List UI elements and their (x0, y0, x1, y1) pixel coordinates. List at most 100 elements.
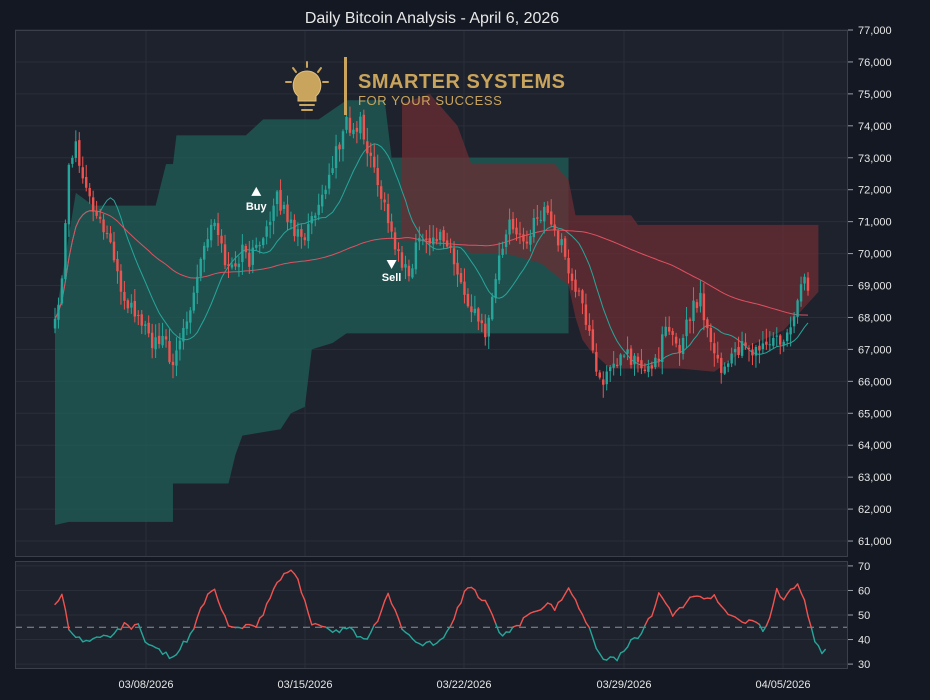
candle-body (140, 314, 143, 326)
candle-body (494, 279, 497, 299)
oscillator-segment (123, 622, 129, 626)
oscillator-segment (661, 597, 667, 604)
candle-body (189, 310, 192, 323)
oscillator-segment (796, 583, 802, 594)
candle-body (116, 258, 119, 272)
oscillator-segment (665, 602, 670, 609)
candle-body (650, 365, 654, 369)
candle-body (661, 334, 664, 363)
candle-body (765, 341, 768, 345)
oscillator-axis: 30 40 50 60 70 (848, 561, 870, 671)
oscillator-segment (724, 609, 729, 616)
candle-body (175, 350, 178, 366)
oscillator-segment (158, 648, 164, 655)
candle-body (98, 216, 102, 219)
oscillator-segment (807, 615, 813, 629)
oscillator-segment (821, 648, 826, 655)
candle-body (733, 348, 737, 353)
candle-body (251, 247, 254, 265)
candle-body (348, 117, 352, 133)
date-tick-label: 04/05/2026 (755, 679, 810, 691)
candle-body (414, 242, 418, 270)
oscillator-segment (668, 607, 674, 617)
oscillator-segment (352, 629, 358, 638)
oscillator-segment (564, 587, 570, 595)
candle-body (678, 344, 681, 354)
candle-body (709, 327, 713, 343)
candle-body (123, 291, 126, 301)
candle-body (737, 347, 740, 356)
candle-body (730, 353, 733, 364)
oscillator-segment (338, 627, 344, 634)
candle-body (713, 343, 716, 354)
candle-body (484, 323, 487, 338)
oscillator-segment (540, 606, 545, 611)
date-tick-label: 03/08/2026 (118, 679, 173, 691)
candle-body (438, 231, 442, 241)
candle-body (785, 332, 789, 342)
candle-body (522, 234, 525, 242)
oscillator-segment (588, 627, 594, 639)
oscillator-segment (651, 604, 656, 617)
candle-body (501, 248, 504, 255)
oscillator-segment (130, 624, 136, 630)
oscillator-segment (463, 587, 469, 592)
candle-body (442, 230, 445, 242)
oscillator-segment (328, 628, 334, 633)
price-tick-label: 70,000 (858, 249, 892, 261)
candle-body (421, 239, 425, 241)
oscillator-segment (300, 591, 306, 601)
candle-body (702, 293, 706, 321)
oscillator-segment (744, 619, 750, 624)
candle-body (636, 356, 640, 362)
candle-body (373, 156, 376, 168)
oscillator-segment (390, 603, 396, 611)
oscillator-segment (654, 592, 660, 607)
candle-body (497, 255, 501, 281)
candle-body (268, 221, 272, 225)
candle-body (404, 264, 407, 268)
candle-body (216, 223, 220, 236)
oscillator-segment (64, 608, 70, 631)
candle-body (681, 337, 685, 355)
oscillator-segment (293, 573, 299, 580)
candle-body (230, 264, 234, 268)
candle-body (758, 345, 761, 351)
candle-body (622, 355, 626, 357)
candle-body (432, 237, 435, 245)
oscillator-segment (349, 626, 355, 631)
candle-body (567, 257, 570, 274)
date-tick-label: 03/22/2026 (436, 679, 491, 691)
candle-body (619, 354, 622, 366)
candle-body (275, 191, 279, 204)
oscillator-segment (189, 628, 195, 635)
candle-body (779, 335, 782, 345)
candle-body (258, 245, 261, 247)
candle-body (706, 319, 709, 329)
oscillator-tick-label: 70 (858, 561, 870, 573)
candle-body (213, 222, 216, 227)
oscillator-segment (335, 629, 341, 634)
candle-body (67, 164, 71, 225)
candle-body (449, 245, 452, 248)
candle-body (452, 248, 456, 265)
candle-body (390, 221, 393, 232)
oscillator-segment (297, 578, 303, 594)
candle-body (803, 276, 806, 284)
candle-body (470, 306, 473, 313)
price-tick-label: 71,000 (858, 217, 892, 229)
oscillator-segment (442, 630, 448, 639)
oscillator-segment (220, 609, 226, 617)
oscillator-segment (710, 594, 715, 600)
date-tick-label: 03/15/2026 (277, 679, 332, 691)
price-tick-label: 67,000 (858, 344, 892, 356)
candle-body (747, 347, 751, 349)
candle-body (112, 241, 116, 261)
oscillator-segment (366, 631, 372, 640)
candle-body (511, 218, 515, 230)
candle-body (692, 300, 695, 322)
oscillator-segment (658, 592, 663, 599)
candle-body (234, 263, 237, 267)
candle-body (53, 318, 57, 329)
price-tick-label: 69,000 (858, 281, 892, 293)
